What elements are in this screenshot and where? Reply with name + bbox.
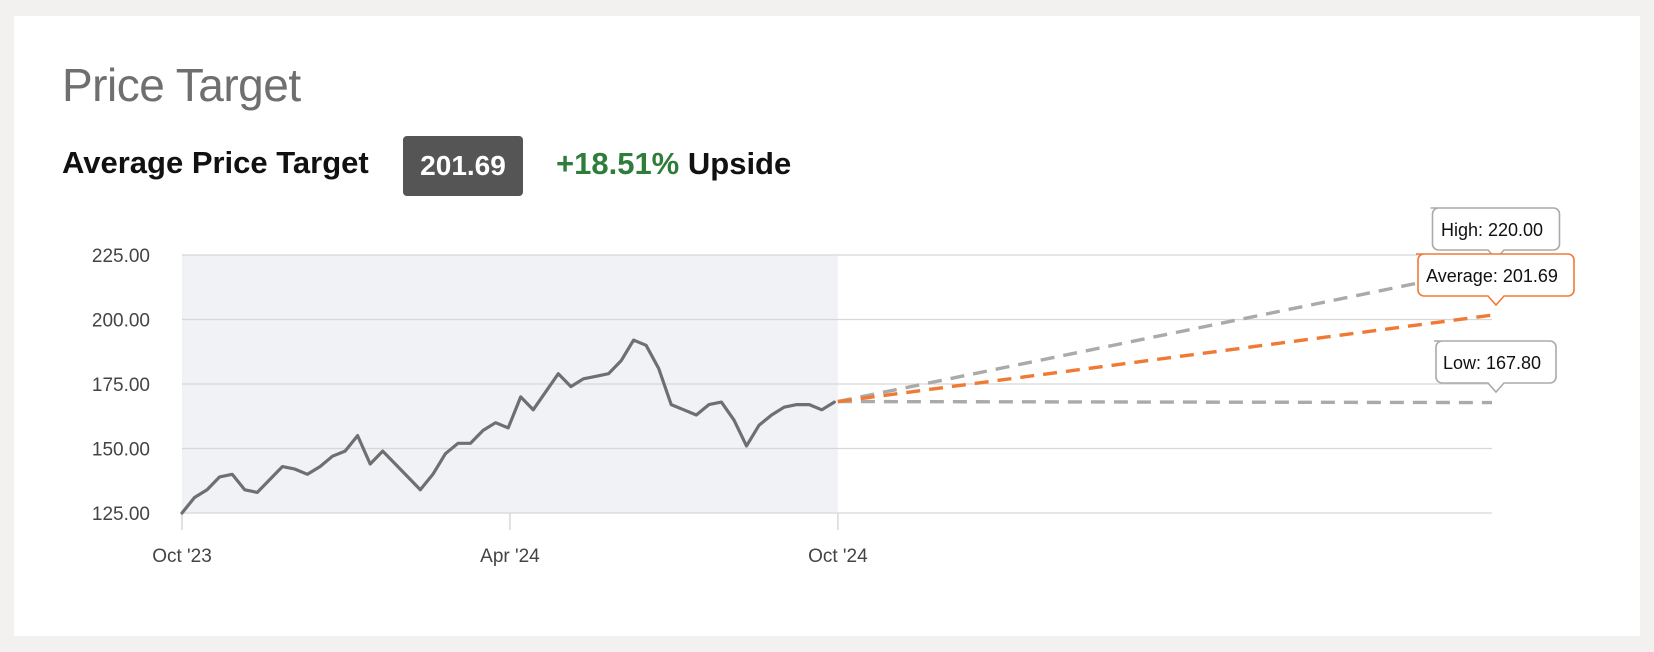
upside-word: Upside: [687, 146, 792, 181]
x-tick-label: Oct '24: [808, 546, 868, 567]
y-tick-label: 125.00: [92, 504, 150, 525]
callout-text: High: 220.00: [1441, 220, 1543, 240]
callout-text: Average: 201.69: [1426, 266, 1558, 286]
x-tick-label: Oct '23: [152, 546, 212, 567]
upside-percent: +18.51%: [556, 146, 680, 181]
upside-text: +18.51% Upside: [556, 146, 791, 182]
callout-high: High: 220.00: [1430, 207, 1561, 261]
forecast-line-low: [837, 399, 1493, 405]
callout-text: Low: 167.80: [1443, 353, 1541, 373]
y-tick-label: 200.00: [92, 311, 150, 332]
forecast-line-average: [837, 313, 1493, 404]
callout-box: [1434, 340, 1557, 394]
average-price-badge: 201.69: [403, 136, 523, 196]
page-title: Price Target: [62, 59, 301, 111]
forecast-line-high: [837, 266, 1493, 404]
y-tick-label: 175.00: [92, 375, 150, 396]
y-tick-label: 225.00: [92, 246, 150, 267]
average-price-target-label: Average Price Target: [62, 145, 369, 180]
y-tick-label: 150.00: [92, 440, 150, 461]
callout-low: Low: 167.80: [1434, 340, 1557, 394]
x-tick-label: Apr '24: [480, 546, 540, 567]
price-history-line: [180, 338, 836, 515]
callout-box: [1416, 253, 1575, 307]
callout-average: Average: 201.69: [1416, 253, 1575, 307]
